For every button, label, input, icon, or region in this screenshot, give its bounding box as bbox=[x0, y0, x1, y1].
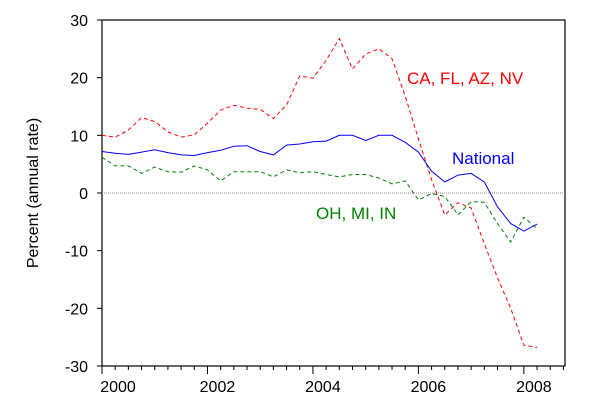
y-tick-label: -10 bbox=[65, 244, 88, 261]
y-axis-label: Percent (annual rate) bbox=[25, 118, 42, 268]
x-axis: 2000 2002 2004 2006 2008 bbox=[100, 366, 564, 396]
x-tick-label: 2000 bbox=[100, 379, 136, 396]
y-tick-label: -20 bbox=[65, 301, 88, 318]
y-tick-label: 20 bbox=[70, 71, 88, 88]
annotation-ca-fl-az-nv: CA, FL, AZ, NV bbox=[407, 69, 524, 88]
y-tick-label: 10 bbox=[70, 128, 88, 145]
y-tick-label: 30 bbox=[70, 13, 88, 30]
y-tick-label: -30 bbox=[65, 359, 88, 376]
y-axis: -30 -20 -10 0 10 20 30 bbox=[65, 13, 102, 376]
x-tick-label: 2002 bbox=[200, 379, 236, 396]
y-tick-label: 0 bbox=[79, 186, 88, 203]
annotation-oh-mi-in: OH, MI, IN bbox=[316, 204, 396, 223]
series-line-oh-mi-in bbox=[101, 156, 538, 243]
x-tick-label: 2006 bbox=[411, 379, 447, 396]
annotation-national: National bbox=[452, 149, 514, 168]
x-tick-label: 2008 bbox=[516, 379, 552, 396]
series-lines bbox=[101, 37, 538, 348]
series-line-national bbox=[101, 134, 538, 232]
series-line-ca-fl-az-nv bbox=[101, 37, 538, 348]
x-tick-label: 2004 bbox=[305, 379, 341, 396]
